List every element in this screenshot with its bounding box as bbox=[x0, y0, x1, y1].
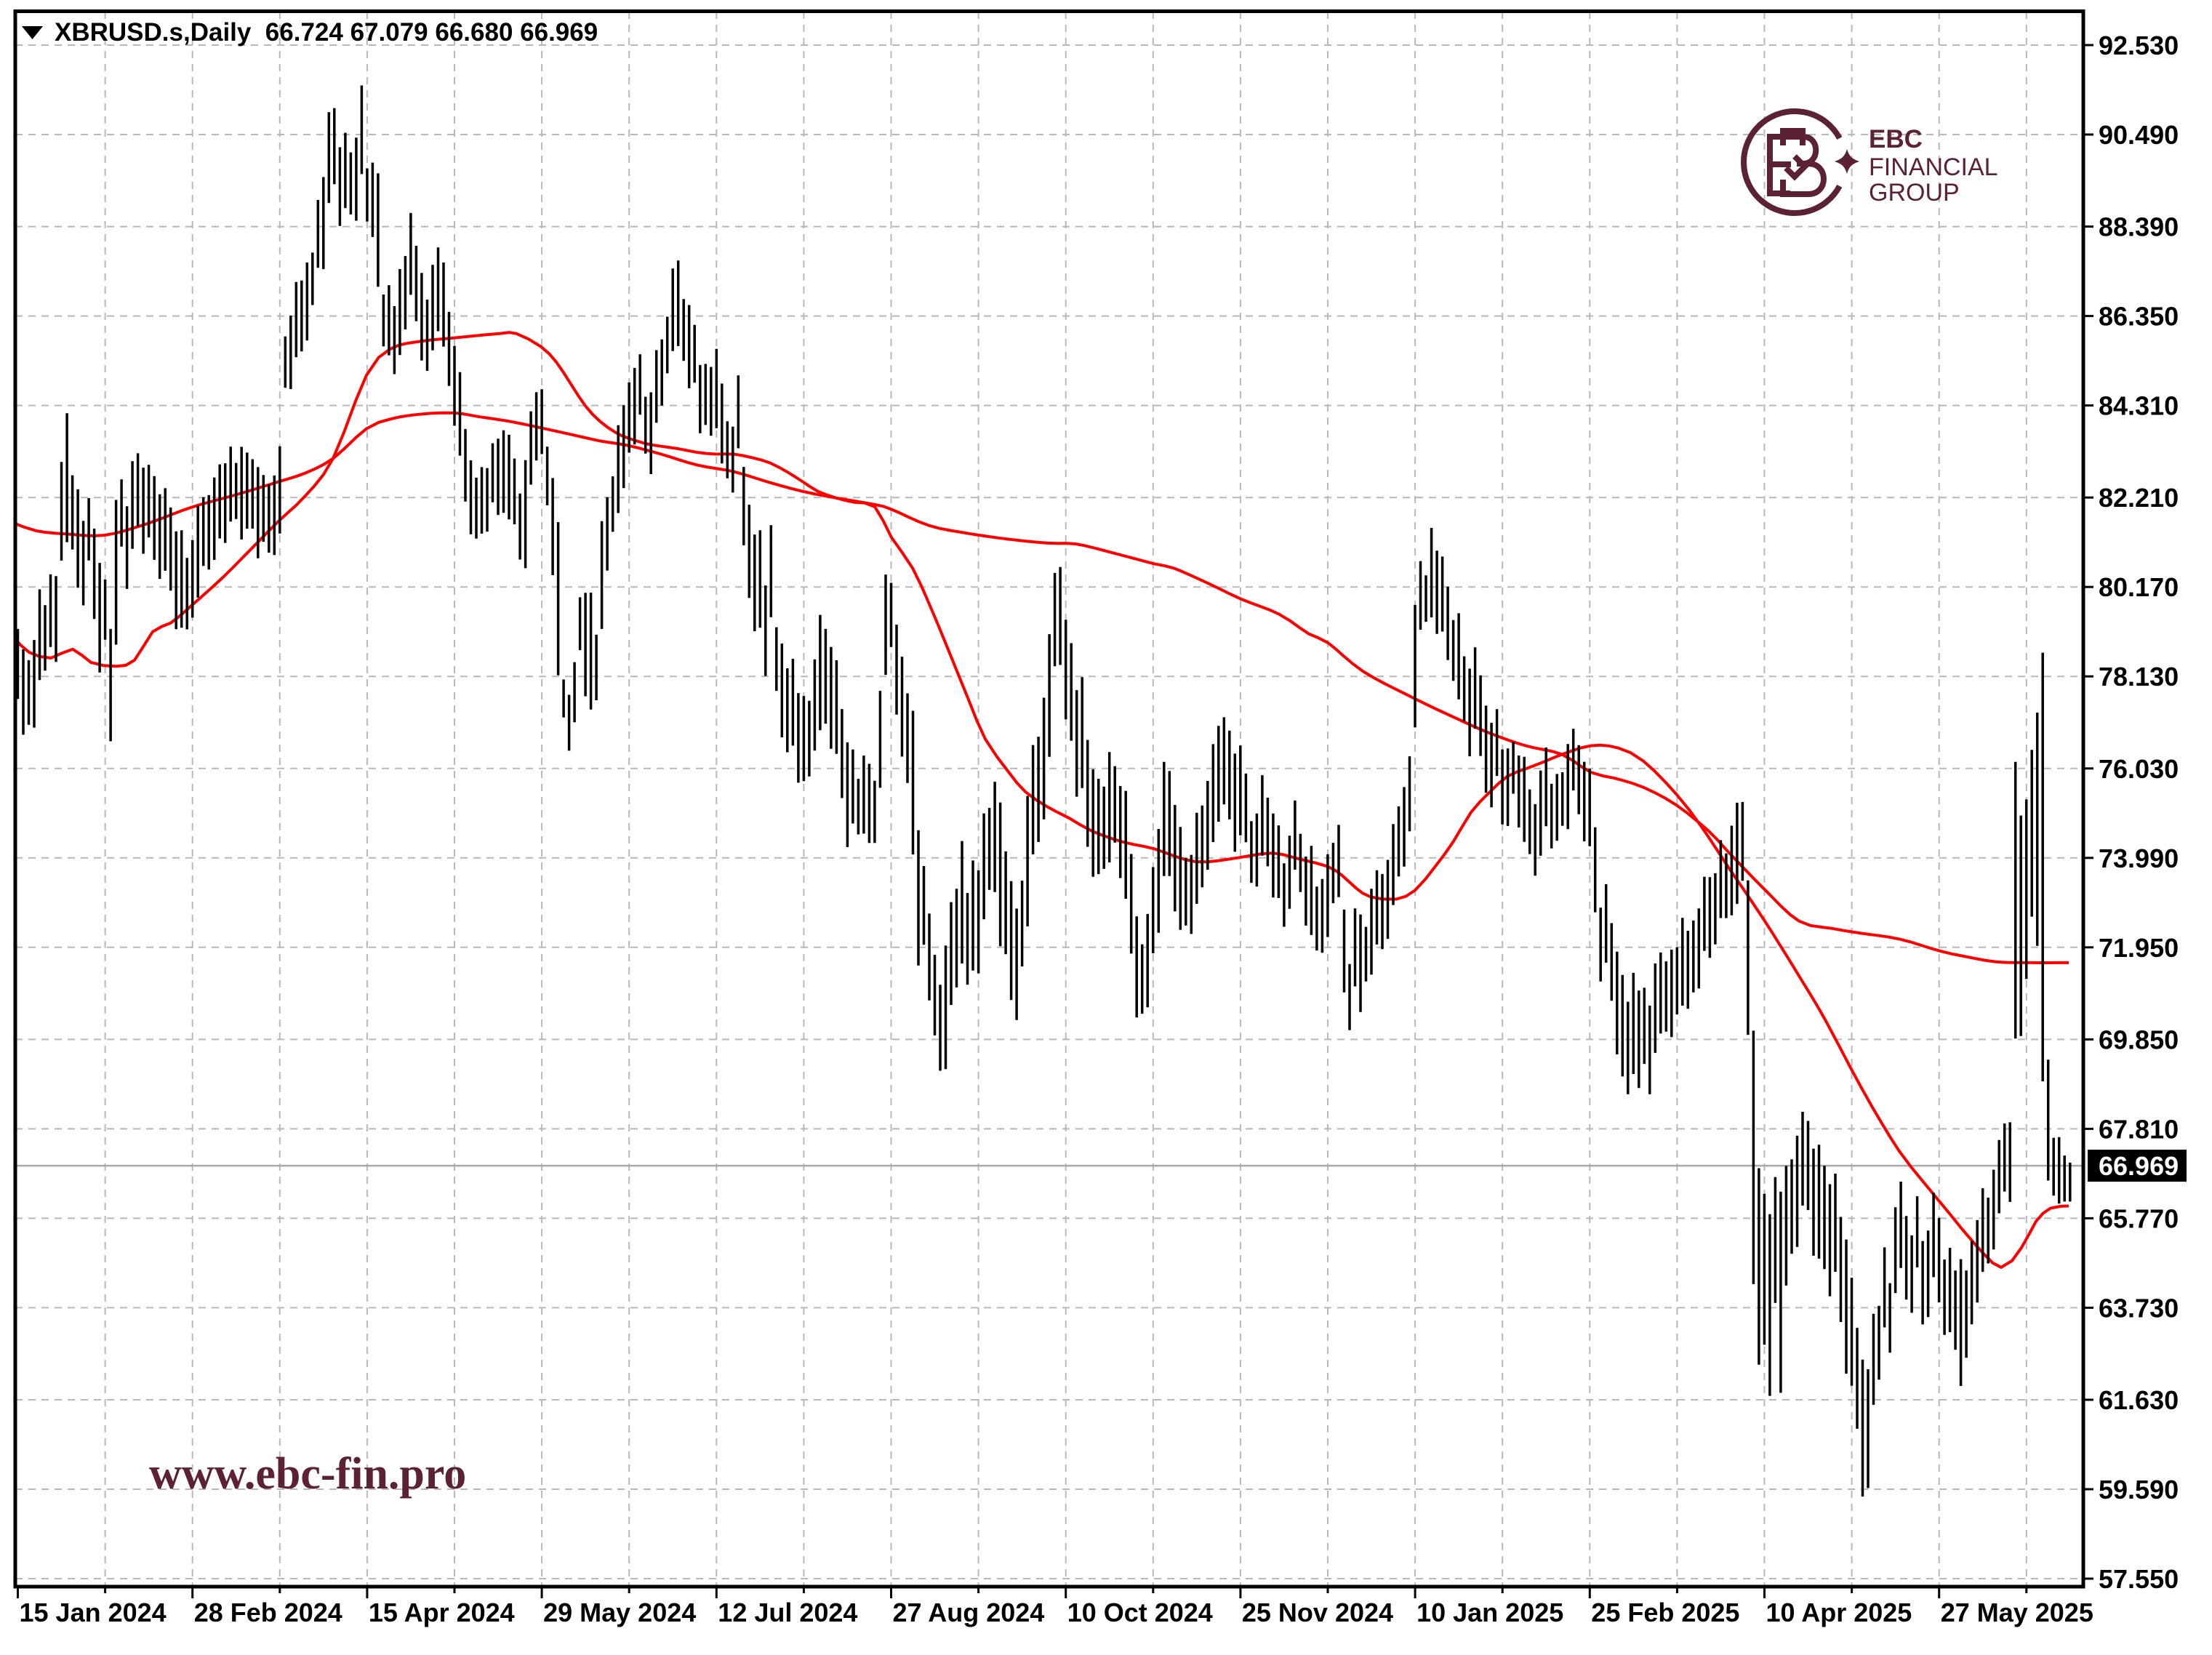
svg-text:88.390: 88.390 bbox=[2099, 212, 2179, 242]
svg-text:10 Oct 2024: 10 Oct 2024 bbox=[1067, 1598, 1213, 1627]
svg-text:69.850: 69.850 bbox=[2099, 1025, 2179, 1054]
svg-text:80.170: 80.170 bbox=[2099, 572, 2179, 602]
svg-text:71.950: 71.950 bbox=[2099, 933, 2179, 963]
svg-text:10 Apr 2025: 10 Apr 2025 bbox=[1766, 1598, 1912, 1627]
svg-text:XBRUSD.s,Daily 66.724 67.079: XBRUSD.s,Daily 66.724 67.079 66.680 66.9… bbox=[55, 18, 598, 47]
svg-text:27 Aug 2024: 27 Aug 2024 bbox=[893, 1598, 1045, 1627]
svg-text:25 Nov 2024: 25 Nov 2024 bbox=[1242, 1598, 1393, 1627]
svg-text:EBC: EBC bbox=[1869, 125, 1923, 153]
svg-text:86.350: 86.350 bbox=[2099, 302, 2179, 332]
svg-text:67.810: 67.810 bbox=[2099, 1114, 2179, 1144]
svg-text:28 Feb 2024: 28 Feb 2024 bbox=[194, 1598, 342, 1627]
svg-text:92.530: 92.530 bbox=[2099, 31, 2179, 60]
svg-text:76.030: 76.030 bbox=[2099, 754, 2179, 784]
svg-text:57.550: 57.550 bbox=[2099, 1564, 2179, 1594]
svg-text:12 Jul 2024: 12 Jul 2024 bbox=[718, 1598, 857, 1627]
svg-text:25 Feb 2025: 25 Feb 2025 bbox=[1591, 1598, 1739, 1627]
svg-text:10 Jan 2025: 10 Jan 2025 bbox=[1416, 1598, 1563, 1627]
svg-text:84.310: 84.310 bbox=[2099, 391, 2179, 421]
svg-text:90.490: 90.490 bbox=[2099, 120, 2179, 150]
svg-text:61.630: 61.630 bbox=[2099, 1385, 2179, 1415]
svg-text:27 May 2025: 27 May 2025 bbox=[1941, 1598, 2093, 1627]
svg-text:66.969: 66.969 bbox=[2099, 1151, 2179, 1181]
svg-text:29 May 2024: 29 May 2024 bbox=[543, 1598, 696, 1627]
svg-text:73.990: 73.990 bbox=[2099, 843, 2179, 873]
svg-text:FINANCIAL: FINANCIAL bbox=[1869, 153, 1998, 181]
svg-text:82.210: 82.210 bbox=[2099, 483, 2179, 513]
svg-text:15 Apr 2024: 15 Apr 2024 bbox=[369, 1598, 515, 1627]
svg-text:GROUP: GROUP bbox=[1869, 179, 1960, 207]
svg-text:15 Jan 2024: 15 Jan 2024 bbox=[20, 1598, 167, 1627]
svg-text:78.130: 78.130 bbox=[2099, 662, 2179, 692]
svg-text:59.590: 59.590 bbox=[2099, 1475, 2179, 1504]
svg-text:63.730: 63.730 bbox=[2099, 1293, 2179, 1323]
svg-text:65.770: 65.770 bbox=[2099, 1203, 2179, 1233]
svg-text:www.ebc-fin.pro: www.ebc-fin.pro bbox=[149, 1449, 466, 1499]
